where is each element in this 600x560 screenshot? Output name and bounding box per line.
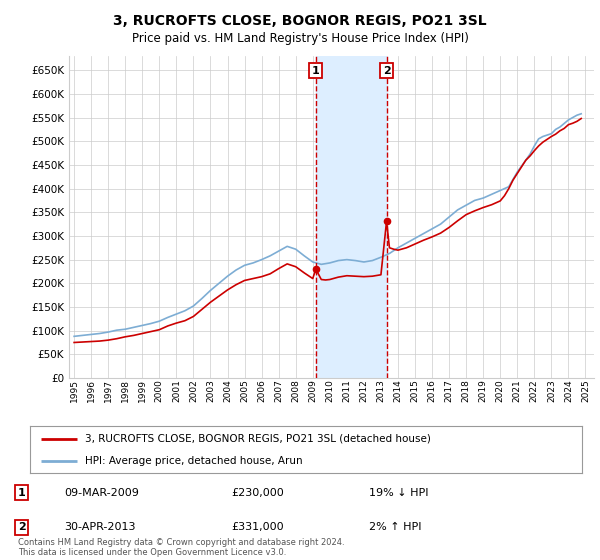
Bar <box>316 56 386 378</box>
Text: 09-MAR-2009: 09-MAR-2009 <box>64 488 139 498</box>
Text: 19% ↓ HPI: 19% ↓ HPI <box>369 488 428 498</box>
Text: 30-APR-2013: 30-APR-2013 <box>64 522 136 533</box>
Text: 2: 2 <box>18 522 26 533</box>
Text: 2% ↑ HPI: 2% ↑ HPI <box>369 522 422 533</box>
Text: 2: 2 <box>383 66 391 76</box>
Text: 3, RUCROFTS CLOSE, BOGNOR REGIS, PO21 3SL (detached house): 3, RUCROFTS CLOSE, BOGNOR REGIS, PO21 3S… <box>85 434 431 444</box>
Text: HPI: Average price, detached house, Arun: HPI: Average price, detached house, Arun <box>85 456 303 466</box>
Text: 3, RUCROFTS CLOSE, BOGNOR REGIS, PO21 3SL: 3, RUCROFTS CLOSE, BOGNOR REGIS, PO21 3S… <box>113 14 487 28</box>
Text: 1: 1 <box>312 66 320 76</box>
Text: Price paid vs. HM Land Registry's House Price Index (HPI): Price paid vs. HM Land Registry's House … <box>131 32 469 45</box>
Text: 1: 1 <box>18 488 26 498</box>
Text: £331,000: £331,000 <box>231 522 284 533</box>
Text: Contains HM Land Registry data © Crown copyright and database right 2024.
This d: Contains HM Land Registry data © Crown c… <box>18 538 344 557</box>
Text: £230,000: £230,000 <box>231 488 284 498</box>
